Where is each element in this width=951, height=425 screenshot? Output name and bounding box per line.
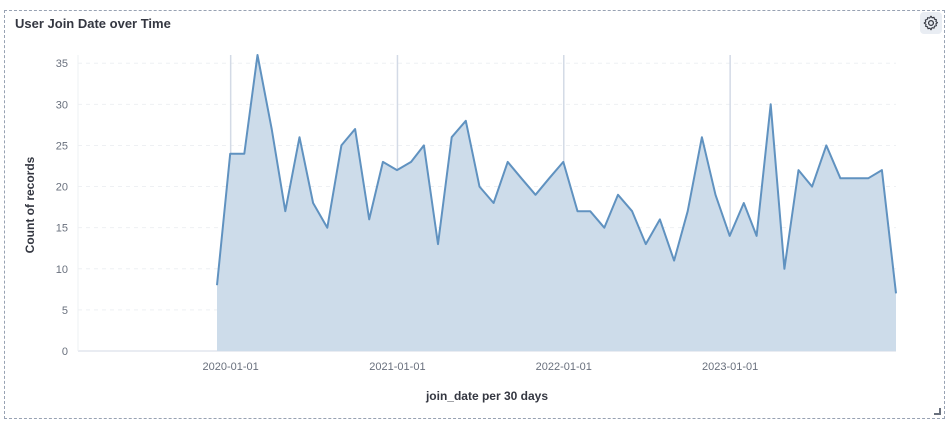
panel-title: User Join Date over Time <box>15 16 171 31</box>
x-tick-label: 2021-01-01 <box>369 361 425 373</box>
series-line <box>216 54 897 294</box>
y-tick-label: 10 <box>56 264 68 276</box>
resize-handle-icon[interactable] <box>934 408 941 415</box>
panel-settings-button[interactable] <box>920 12 942 34</box>
y-tick-label: 35 <box>56 58 68 70</box>
chart-series-area <box>216 54 897 351</box>
y-axis-title: Count of records <box>23 156 37 253</box>
y-tick-label: 5 <box>62 305 68 317</box>
y-tick-label: 20 <box>56 182 68 194</box>
area-fill <box>217 55 896 351</box>
y-tick-label: 30 <box>56 99 68 111</box>
gear-icon <box>923 15 939 31</box>
x-axis-title: join_date per 30 days <box>425 389 548 403</box>
x-tick-label: 2023-01-01 <box>702 361 758 373</box>
x-tick-label: 2020-01-01 <box>203 361 259 373</box>
y-tick-label: 0 <box>62 346 68 358</box>
y-tick-label: 25 <box>56 140 68 152</box>
x-tick-label: 2022-01-01 <box>536 361 592 373</box>
y-tick-label: 15 <box>56 223 68 235</box>
axis-ticks: 0 5 10 15 20 25 30 35 2020-01-01 2021-01-01 2022-0… <box>56 58 759 373</box>
